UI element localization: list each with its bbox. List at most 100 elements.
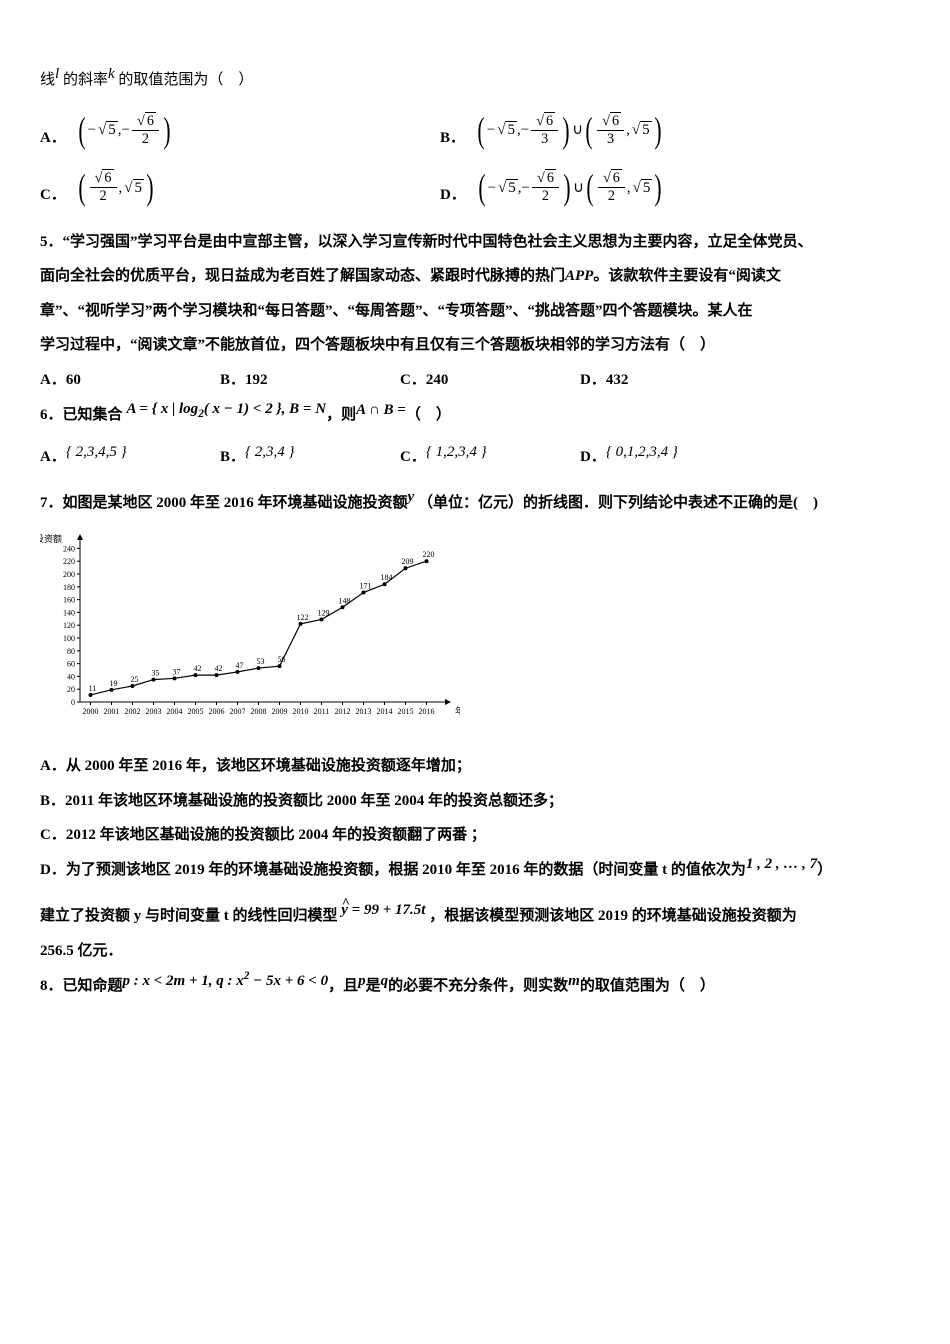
neg: − [88, 116, 96, 145]
neg: − [521, 116, 529, 145]
num: 6 [145, 112, 156, 129]
val: 60 [66, 366, 81, 395]
q6-opt-C: C．{ 1,2,3,4 } [400, 443, 580, 472]
neg: − [487, 116, 495, 145]
text: “学习强国”学习平台是由中宣部主管，以深入学习宣传新时代中国特色社会主义思想为主… [63, 234, 813, 250]
q5-num: 5． [40, 234, 63, 250]
opt-label-B: B． [440, 130, 465, 146]
svg-text:2013: 2013 [356, 707, 372, 716]
q4-opt-B: B． ( −5, − 63 ) ∪ ( 63, 5 ) [440, 113, 664, 153]
sqrt5: 5 [106, 121, 118, 138]
svg-text:40: 40 [67, 672, 75, 681]
text: 2012 年该地区基础设施的投资额比 2004 年的投资额翻了两番 ； [66, 827, 486, 843]
svg-text:年份: 年份 [455, 705, 460, 716]
text: 学习过程中，“阅读文章”不能放首位，四个答题板块中有且仅有三个答题板块相邻的学习… [40, 337, 715, 353]
q7-optC: C．2012 年该地区基础设施的投资额比 2004 年的投资额翻了两番 ； [40, 821, 910, 850]
q4-C-expr: ( 62, 5 ) [76, 170, 156, 205]
svg-text:42: 42 [194, 664, 202, 673]
svg-text:35: 35 [152, 668, 160, 677]
text: （单位：亿元）的折线图．则下列结论中表述不正确的是( ) [418, 495, 818, 511]
num: 6 [545, 169, 556, 186]
den: 2 [90, 188, 117, 205]
text: 从 2000 年至 2016 年，该地区环境基础设施投资额逐年增加； [66, 758, 471, 774]
sqrt5: 5 [506, 179, 518, 196]
text: ，根据该模型预测该地区 2019 的环境基础设施投资额为 [429, 908, 797, 924]
sqrt5: 5 [133, 179, 145, 196]
text: 如图是某地区 2000 年至 2016 年环境基础设施投资额 [63, 495, 408, 511]
q7-chart: 020406080100120140160180200220240投资额2000… [40, 532, 910, 743]
q8-stem: 8．已知命题 p : x < 2m + 1, q : x2 − 5x + 6 <… [40, 971, 910, 1001]
svg-text:2004: 2004 [167, 707, 183, 716]
opt-label-D: D． [440, 187, 466, 203]
label: A． [40, 758, 66, 774]
svg-text:180: 180 [63, 583, 75, 592]
den: 2 [132, 131, 159, 148]
svg-text:2003: 2003 [146, 707, 162, 716]
eq: = 99 + 17.5t [348, 902, 426, 918]
y-hat: y [341, 902, 348, 918]
num: 6 [102, 169, 113, 186]
svg-text:2012: 2012 [335, 707, 351, 716]
text: 。该款软件主要设有“阅读文 [593, 268, 781, 284]
q5-opt-A: A．60 [40, 366, 220, 395]
svg-text:220: 220 [63, 557, 75, 566]
union: ∪ [573, 174, 584, 203]
line-chart-svg: 020406080100120140160180200220240投资额2000… [40, 532, 460, 732]
q7-optD-l3: 256.5 亿元． [40, 937, 910, 966]
q5-line4: 学习过程中，“阅读文章”不能放首位，四个答题板块中有且仅有三个答题板块相邻的学习… [40, 331, 910, 360]
var-k: k [108, 66, 115, 82]
svg-text:投资额: 投资额 [40, 533, 62, 544]
svg-text:184: 184 [381, 573, 393, 582]
label: C． [400, 366, 426, 395]
svg-text:2008: 2008 [251, 707, 267, 716]
q4-opt-D: D． ( −5, − 62 ) ∪ ( 62, 5 ) [440, 170, 664, 210]
svg-text:0: 0 [71, 698, 75, 707]
num: 6 [610, 112, 621, 129]
svg-text:160: 160 [63, 595, 75, 604]
val: { 2,3,4,5 } [66, 438, 127, 467]
den: 2 [532, 188, 559, 205]
opt-label-A: A． [40, 130, 66, 146]
den: 3 [597, 131, 624, 148]
svg-text:220: 220 [423, 550, 435, 559]
is: 是 [366, 972, 381, 1001]
svg-text:100: 100 [63, 634, 75, 643]
svg-text:2006: 2006 [209, 707, 225, 716]
label: D． [40, 862, 66, 878]
q6-opt-D: D．{ 0,1,2,3,4 } [580, 443, 760, 472]
svg-text:47: 47 [236, 661, 244, 670]
svg-text:42: 42 [215, 664, 223, 673]
svg-text:2016: 2016 [419, 707, 435, 716]
text: 的斜率 [59, 72, 108, 88]
svg-text:20: 20 [67, 685, 75, 694]
p2: − 5x + 6 < 0 [249, 973, 328, 989]
seq: 1 , 2 , … , 7 [746, 856, 817, 872]
label: A． [40, 366, 66, 395]
val: 192 [245, 366, 268, 395]
q6-opts: A．{ 2,3,4,5 } B．{ 2,3,4 } C．{ 1,2,3,4 } … [40, 443, 910, 472]
m: m [568, 967, 580, 996]
q7-optD-l2: 建立了投资额 y 与时间变量 t 的线性回归模型 y = 99 + 17.5t … [40, 902, 910, 931]
setA-post: ( x − 1) < 2 }, [204, 401, 289, 417]
tail: （ ） [406, 401, 451, 430]
svg-text:2009: 2009 [272, 707, 288, 716]
mid: ，则 [326, 401, 356, 430]
q7-optA: A．从 2000 年至 2016 年，该地区环境基础设施投资额逐年增加； [40, 752, 910, 781]
union: ∪ [572, 116, 583, 145]
val: { 2,3,4 } [245, 438, 295, 467]
text: 为了预测该地区 2019 年的环境基础设施投资额，根据 2010 年至 2016… [66, 862, 746, 878]
svg-text:2000: 2000 [83, 707, 99, 716]
svg-text:148: 148 [339, 596, 351, 605]
svg-text:122: 122 [297, 613, 309, 622]
num: 6 [544, 112, 555, 129]
label: C． [400, 443, 426, 472]
svg-text:2005: 2005 [188, 707, 204, 716]
svg-text:200: 200 [63, 570, 75, 579]
text: ） [817, 862, 832, 878]
svg-text:19: 19 [110, 679, 118, 688]
svg-text:209: 209 [402, 557, 414, 566]
setB: B = N [289, 401, 326, 417]
svg-text:129: 129 [318, 608, 330, 617]
text: 面向全社会的优质平台，现日益成为老百姓了解国家动态、紧跟时代脉搏的热门 [40, 268, 565, 284]
q7-optB: B．2011 年该地区环境基础设施的投资额比 2000 年至 2004 年的投资… [40, 787, 910, 816]
